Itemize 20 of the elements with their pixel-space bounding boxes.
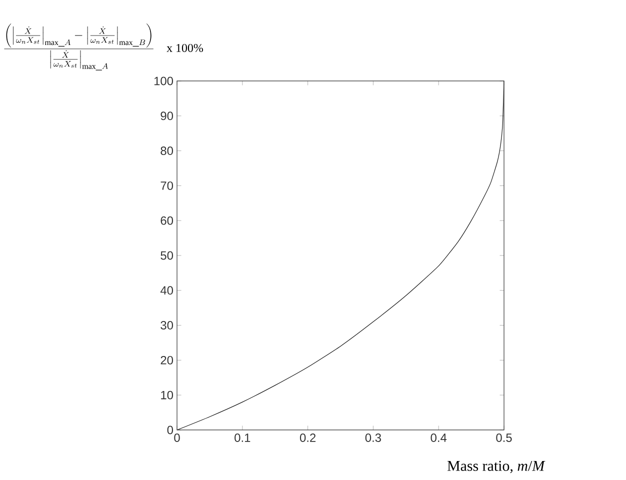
y-tick-label: 90 [160,112,174,120]
y-tick-label: 30 [160,321,174,330]
x-tick-label: 0.1 [234,434,250,442]
x-tick-label: 0.4 [430,434,447,442]
y-tick-label: 10 [161,390,174,400]
y-tick-label: 20 [160,356,174,364]
y-tick-label: 70 [160,181,174,190]
y-tick-label: 40 [160,286,174,295]
x-tick-label: 0 [174,434,180,442]
x-axis-title: Mass ratio, m/M [447,460,546,474]
y-tick-label: 100 [154,76,174,86]
x-tick-label: 0.3 [365,434,381,442]
x-tick-label: 0.5 [496,434,512,442]
y-tick-label: 0 [167,426,174,434]
line-series [177,80,504,430]
y-tick-label: 60 [160,216,174,225]
y-tick-label: 80 [160,146,174,156]
x-tick-label: 0.2 [300,434,316,442]
y-axis-title: $\frac{\left(\left|\frac{\dot{X}}{\omega_n X_{st}}\right|_{\mathrm{max\_}A} - \left|\frac{\dot{X}}{\omega_n X_{st}}\right|_{\mathrm{max\_}B}\right)}{\left|\frac{\dot{X}}{\omega_n X_{st}}\right|_{\mathrm{max\_}A}}\quad\mathrm{x\ 100\%}$ [4,24,203,70]
y-tick-label: 50 [160,251,174,260]
